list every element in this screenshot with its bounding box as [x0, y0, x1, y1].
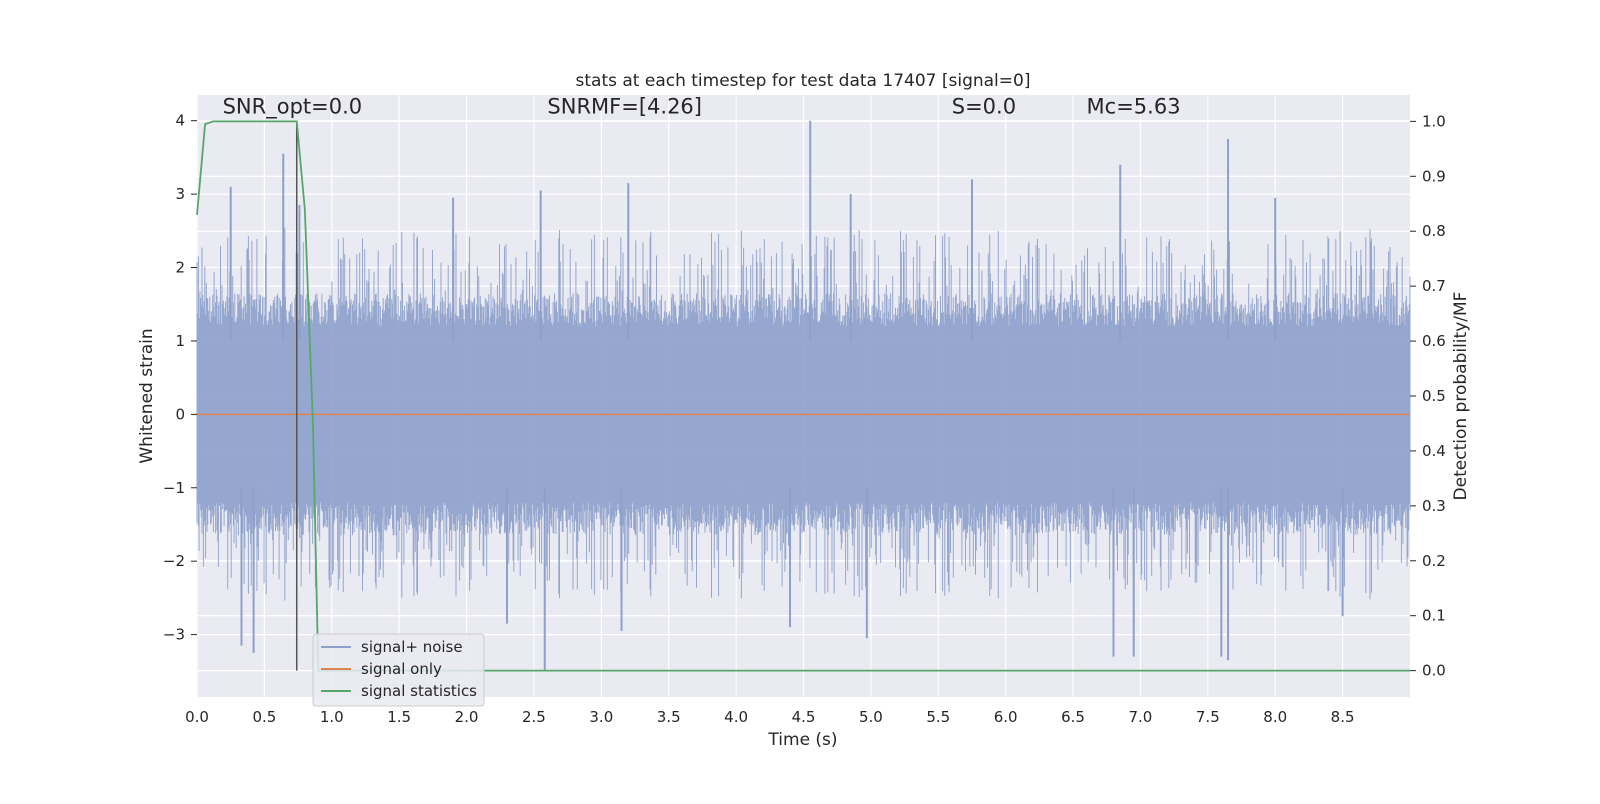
y-tick-label: 2	[175, 259, 185, 277]
legend-entry-signal: signal only	[361, 660, 442, 678]
y2-tick-label: 0.1	[1422, 607, 1446, 625]
y2-tick-label: 0.6	[1422, 332, 1446, 350]
legend-entry-stats: signal statistics	[361, 682, 477, 700]
y-tick-label: 1	[175, 332, 185, 350]
annotation-label: Mc=5.63	[1087, 94, 1181, 118]
x-tick-label: 6.0	[994, 708, 1018, 726]
noise-trace	[196, 227, 1411, 601]
y2-axis-label: Detection probability/MF	[1451, 292, 1471, 501]
y2-tick-label: 0.0	[1422, 662, 1446, 680]
x-tick-label: 0.0	[185, 708, 209, 726]
x-tick-label: 1.5	[387, 708, 411, 726]
x-tick-label: 7.5	[1196, 708, 1220, 726]
x-tick-label: 7.0	[1129, 708, 1153, 726]
y2-tick-label: 1.0	[1422, 112, 1446, 130]
x-tick-label: 8.0	[1263, 708, 1287, 726]
x-tick-label: 0.5	[252, 708, 276, 726]
legend-box	[312, 633, 485, 707]
y-tick-label: −2	[163, 552, 185, 570]
y-tick-label: 4	[175, 112, 185, 130]
y2-axis-ticks: 0.0 0.1 0.2 0.3 0.4 0.5 0.6 0.7 0.8 0.9 1.0	[1410, 112, 1446, 680]
y2-tick-label: 0.8	[1422, 222, 1446, 240]
y-axis-label: Whitened strain	[137, 328, 157, 463]
y-tick-label: −3	[163, 626, 185, 644]
y2-tick-label: 0.7	[1422, 277, 1446, 295]
y2-tick-label: 0.4	[1422, 442, 1446, 460]
x-tick-label: 6.5	[1061, 708, 1085, 726]
x-tick-label: 3.5	[657, 708, 681, 726]
x-tick-label: 1.0	[320, 708, 344, 726]
x-tick-label: 8.5	[1331, 708, 1355, 726]
x-tick-label: 4.0	[724, 708, 748, 726]
y-axis-ticks: −3 −2 −1 0 1 2 3 4	[163, 112, 197, 644]
y-tick-label: −1	[163, 479, 185, 497]
x-axis-label: Time (s)	[767, 730, 837, 750]
annotation-label: SNR_opt=0.0	[223, 94, 363, 119]
series-signal-statistics	[196, 120, 1410, 672]
x-axis-ticks: 0.0 0.5 1.0 1.5 2.0 2.5 3.0 3.5 4.0 4.5 5.0 5.5 6.0 6…	[185, 708, 1354, 726]
x-tick-label: 2.0	[455, 708, 479, 726]
y-tick-label: 0	[175, 405, 185, 423]
y2-tick-label: 0.5	[1422, 387, 1446, 405]
annotations: SNR_opt=0.0 SNRMF=[4.26] S=0.0 Mc=5.63	[223, 94, 1181, 119]
series-signal-noise	[196, 120, 1411, 672]
legend: signal+ noise signal only signal statist…	[312, 633, 485, 707]
annotation-label: S=0.0	[952, 94, 1016, 118]
x-tick-label: 5.0	[859, 708, 883, 726]
y2-tick-label: 0.3	[1422, 497, 1446, 515]
y2-tick-label: 0.2	[1422, 552, 1446, 570]
x-tick-label: 2.5	[522, 708, 546, 726]
chart-title: stats at each timestep for test data 174…	[576, 71, 1031, 91]
y-tick-label: 3	[175, 185, 185, 203]
x-tick-label: 5.5	[926, 708, 950, 726]
signal-statistics-line	[196, 120, 1410, 672]
x-tick-label: 3.0	[589, 708, 613, 726]
legend-entry-noise: signal+ noise	[361, 638, 463, 656]
y2-tick-label: 0.9	[1422, 167, 1446, 185]
annotation-label: SNRMF=[4.26]	[547, 94, 702, 118]
x-tick-label: 4.5	[792, 708, 816, 726]
